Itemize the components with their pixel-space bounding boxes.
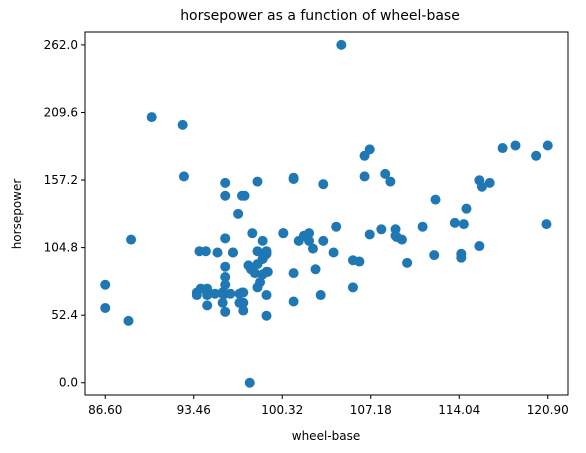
x-tick-label: 93.46 xyxy=(177,403,211,417)
data-point xyxy=(310,264,321,275)
data-point xyxy=(220,272,231,283)
y-tick-label: 104.8 xyxy=(44,241,78,255)
x-tick-label: 114.04 xyxy=(438,403,480,417)
data-point xyxy=(385,176,396,187)
data-point xyxy=(220,279,231,290)
data-point xyxy=(227,247,238,258)
data-point xyxy=(461,203,472,214)
data-point xyxy=(225,288,236,299)
data-point xyxy=(304,235,315,246)
data-point xyxy=(177,119,188,130)
x-axis-ticks: 86.60 93.46 100.32 107.18 114.04 120.90 xyxy=(88,395,569,417)
data-point xyxy=(402,257,413,268)
data-point xyxy=(100,279,111,290)
data-point xyxy=(318,235,329,246)
data-point xyxy=(178,171,189,182)
data-point xyxy=(288,172,299,183)
data-point xyxy=(220,306,231,317)
data-point xyxy=(220,233,231,244)
data-point xyxy=(390,224,401,235)
data-point xyxy=(255,277,266,288)
data-point xyxy=(484,177,495,188)
chart-title: horsepower as a function of wheel-base xyxy=(180,8,460,24)
x-tick-label: 107.18 xyxy=(350,403,392,417)
data-point xyxy=(541,219,552,230)
data-point xyxy=(220,261,231,272)
y-tick-label: 0.0 xyxy=(59,376,78,390)
y-tick-label: 262.0 xyxy=(44,38,78,52)
data-point xyxy=(146,112,157,123)
y-tick-label: 157.2 xyxy=(44,173,78,187)
data-point xyxy=(247,228,258,239)
data-point xyxy=(315,290,326,301)
data-point xyxy=(212,247,223,258)
data-point xyxy=(217,297,228,308)
data-point xyxy=(278,228,289,239)
data-point xyxy=(497,143,508,154)
data-point xyxy=(359,171,370,182)
data-point xyxy=(220,190,231,201)
data-point xyxy=(244,377,255,388)
x-tick-label: 120.90 xyxy=(527,403,569,417)
plot-frame xyxy=(84,31,569,396)
data-point xyxy=(430,194,441,205)
data-point xyxy=(261,290,272,301)
data-point xyxy=(288,268,299,279)
data-point xyxy=(336,39,347,50)
data-point xyxy=(328,247,339,258)
data-point xyxy=(262,266,273,277)
data-point xyxy=(364,144,375,155)
data-point xyxy=(380,168,391,179)
y-tick-label: 52.4 xyxy=(51,308,78,322)
data-point xyxy=(233,208,244,219)
x-tick-label: 86.60 xyxy=(88,403,122,417)
data-point xyxy=(194,246,205,257)
data-point xyxy=(331,221,342,232)
data-point xyxy=(456,252,467,263)
x-axis-label: wheel-base xyxy=(292,429,360,443)
data-points-group xyxy=(100,39,553,388)
data-point xyxy=(417,221,428,232)
y-axis-label: horsepower xyxy=(10,179,24,250)
data-point xyxy=(347,282,358,293)
data-point xyxy=(476,181,487,192)
y-axis-ticks: 0.0 52.4 104.8 157.2 209.6 262.0 xyxy=(44,38,85,390)
data-point xyxy=(202,300,213,311)
data-point xyxy=(202,283,213,294)
data-point xyxy=(252,176,263,187)
data-point xyxy=(429,250,440,261)
data-point xyxy=(531,150,542,161)
data-point xyxy=(239,190,250,201)
data-point xyxy=(261,246,272,257)
data-point xyxy=(376,224,387,235)
data-point xyxy=(458,219,469,230)
data-point xyxy=(542,140,553,151)
x-tick-label: 100.32 xyxy=(261,403,303,417)
data-point xyxy=(354,256,365,267)
data-point xyxy=(249,268,260,279)
data-point xyxy=(261,310,272,321)
data-point xyxy=(100,302,111,313)
data-point xyxy=(220,177,231,188)
data-point xyxy=(474,241,485,252)
data-point xyxy=(209,288,220,299)
y-tick-label: 209.6 xyxy=(44,105,78,119)
data-point xyxy=(304,228,315,239)
data-point xyxy=(449,217,460,228)
data-point xyxy=(396,234,407,245)
data-point xyxy=(364,229,375,240)
data-point xyxy=(257,235,268,246)
data-point xyxy=(238,297,249,308)
data-point xyxy=(510,140,521,151)
data-point xyxy=(126,234,137,245)
data-point xyxy=(307,243,318,254)
data-point xyxy=(288,296,299,307)
data-point xyxy=(238,305,249,316)
data-point xyxy=(318,179,329,190)
data-point xyxy=(238,287,249,298)
data-point xyxy=(123,315,134,326)
